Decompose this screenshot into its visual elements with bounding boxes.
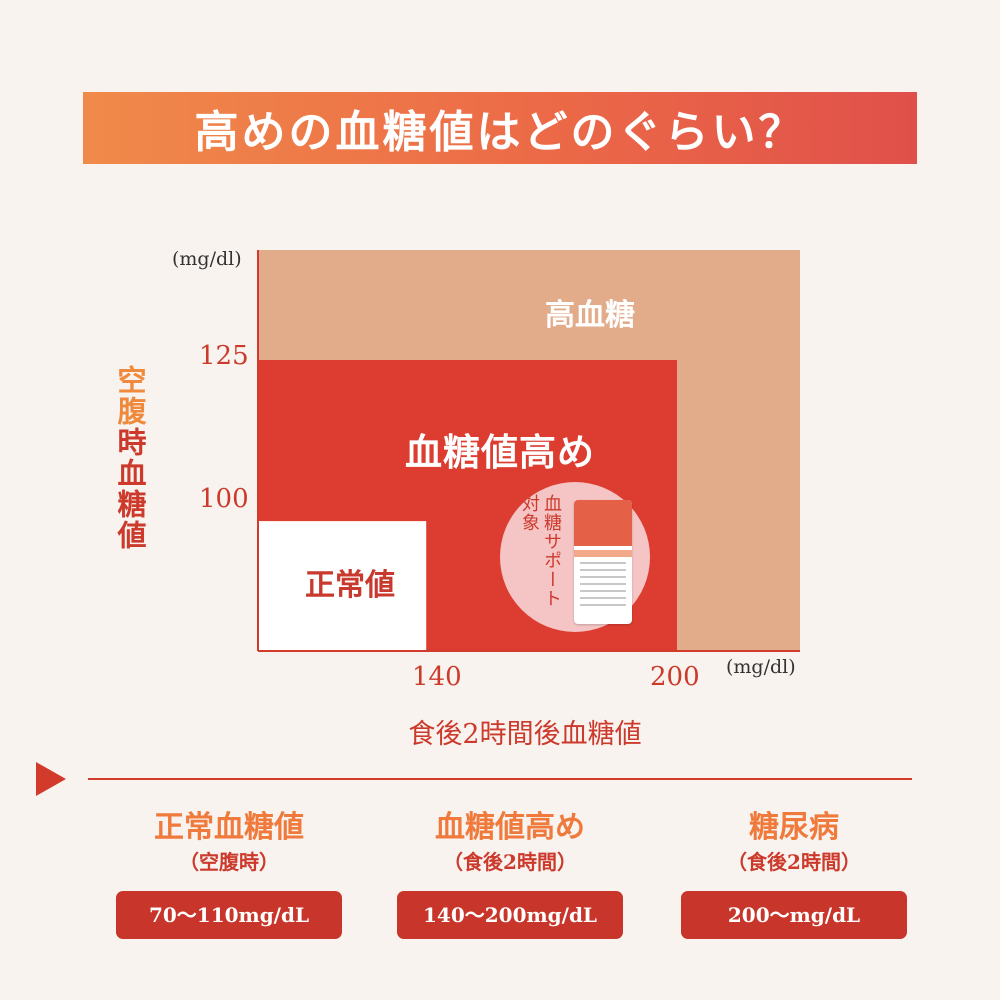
y-tick-100: 100 (199, 484, 249, 514)
x-tick-140: 140 (412, 662, 462, 692)
y-axis-label-part2: 時血糖値 (113, 427, 147, 551)
reference-range-badge: 140〜200mg/dL (397, 891, 623, 939)
zone-label-normal: 正常値 (305, 568, 395, 603)
reference-subtitle: （食後2時間） (443, 850, 577, 874)
reference-subtitle: （食後2時間） (727, 850, 861, 874)
zone-label-high: 高血糖 (545, 298, 635, 333)
y-axis-unit: (mg/dl) (172, 248, 242, 270)
title-banner: 高めの血糖値はどのぐらい？ (83, 92, 917, 164)
x-tick-200: 200 (650, 662, 700, 692)
reference-elevated: 血糖値高め （食後2時間） 140〜200mg/dL (397, 808, 623, 939)
product-package-icon (574, 500, 632, 624)
reference-subtitle: （空腹時） (179, 850, 279, 874)
reference-range-badge: 70〜110mg/dL (116, 891, 342, 939)
y-axis-label-part1: 空腹 (113, 365, 147, 427)
x-axis-unit: (mg/dl) (726, 656, 796, 678)
play-triangle-icon (36, 762, 66, 796)
support-label: 血糖サポート対象 (519, 494, 562, 608)
reference-title: 血糖値高め (435, 810, 585, 845)
zone-2 (259, 521, 427, 650)
y-tick-125: 125 (199, 341, 249, 371)
section-divider (36, 762, 912, 798)
reference-title: 糖尿病 (749, 810, 839, 845)
y-axis-label: 空腹時血糖値 (108, 365, 152, 551)
reference-diabetes: 糖尿病 （食後2時間） 200〜mg/dL (681, 808, 907, 939)
reference-title: 正常血糖値 (154, 810, 304, 845)
page-title: 高めの血糖値はどのぐらい？ (194, 107, 806, 158)
reference-normal: 正常血糖値 （空腹時） 70〜110mg/dL (116, 808, 342, 939)
reference-range-badge: 200〜mg/dL (681, 891, 907, 939)
zone-label-elevated: 血糖値高め (405, 430, 595, 474)
divider-line (88, 778, 912, 780)
x-axis-label: 食後2時間後血糖値 (408, 719, 642, 750)
